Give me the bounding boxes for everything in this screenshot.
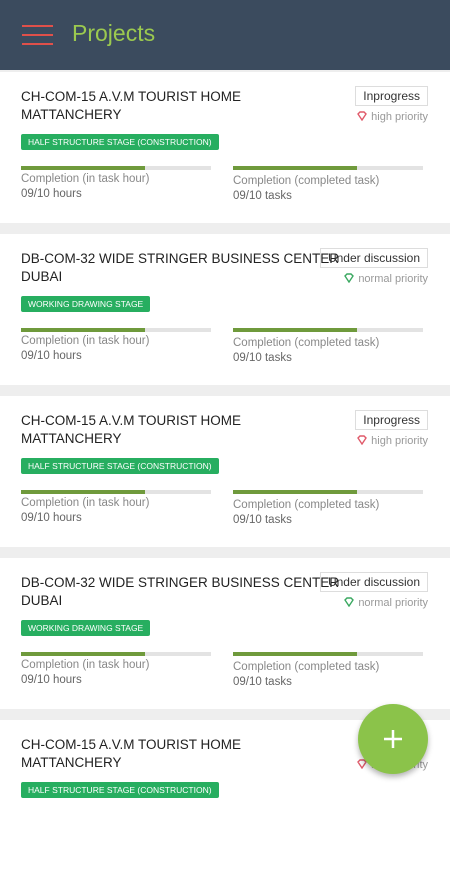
menu-line: [22, 25, 53, 27]
plus-icon: [384, 730, 402, 748]
progress-label: Completion (completed task): [233, 661, 380, 673]
stage-badge: WORKING DRAWING STAGE: [21, 296, 151, 312]
progress-value: 09/10 tasks: [233, 514, 292, 526]
progress-label: Completion (in task hour): [21, 659, 150, 671]
status-badge: Under discussion: [319, 248, 428, 268]
progress-fill: [21, 328, 145, 332]
stage-badge: HALF STRUCTURE STAGE (CONSTRUCTION): [21, 782, 219, 798]
menu-line: [22, 34, 53, 36]
progress-value: 09/10 tasks: [233, 676, 292, 688]
page-title: Projects: [72, 20, 156, 46]
progress-track: [21, 652, 211, 656]
project-title: DUBAI: [21, 269, 63, 284]
priority-icon: [357, 435, 368, 446]
progress-fill: [21, 166, 145, 170]
progress-track: [233, 328, 423, 332]
progress-label: Completion (completed task): [233, 337, 380, 349]
project-title: MATTANCHERY: [21, 107, 122, 122]
project-card[interactable]: CH-COM-15 A.V.M TOURIST HOME MATTANCHERY I…: [0, 72, 450, 223]
project-title: CH-COM-15 A.V.M TOURIST HOME: [21, 89, 242, 104]
priority: normal priority: [344, 273, 428, 285]
progress-fill: [233, 652, 357, 656]
menu-line: [22, 43, 53, 45]
project-title: MATTANCHERY: [21, 755, 122, 770]
app-bar: Projects: [0, 0, 450, 70]
progress-label: Completion (in task hour): [21, 335, 150, 347]
progress-fill: [233, 166, 357, 170]
status-badge: Inprogress: [355, 86, 428, 106]
status-badge: Inprogress: [355, 410, 428, 430]
project-title: DB-COM-32 WIDE STRINGER BUSINESS CENTER: [21, 251, 340, 266]
priority-text: normal priority: [358, 597, 428, 609]
progress-track: [21, 328, 211, 332]
progress-label: Completion (completed task): [233, 175, 380, 187]
progress-value: 09/10 tasks: [233, 352, 292, 364]
progress-value: 09/10 hours: [21, 350, 82, 362]
project-title: MATTANCHERY: [21, 431, 122, 446]
stage-badge: HALF STRUCTURE STAGE (CONSTRUCTION): [21, 134, 219, 150]
progress-track: [233, 652, 423, 656]
project-title: CH-COM-15 A.V.M TOURIST HOME: [21, 737, 242, 752]
progress-value: 09/10 hours: [21, 512, 82, 524]
status-badge: Under discussion: [319, 572, 428, 592]
progress-track: [233, 490, 423, 494]
project-card[interactable]: CH-COM-15 A.V.M TOURIST HOME MATTANCHERY I…: [0, 396, 450, 547]
add-button[interactable]: [358, 704, 428, 774]
project-card[interactable]: DB-COM-32 WIDE STRINGER BUSINESS CENTER D…: [0, 558, 450, 709]
progress-track: [21, 490, 211, 494]
project-title: DUBAI: [21, 593, 63, 608]
priority-text: normal priority: [358, 273, 428, 285]
stage-badge: WORKING DRAWING STAGE: [21, 620, 151, 636]
progress-track: [21, 166, 211, 170]
priority-icon: [344, 273, 355, 284]
progress-value: 09/10 hours: [21, 674, 82, 686]
project-card[interactable]: DB-COM-32 WIDE STRINGER BUSINESS CENTER D…: [0, 234, 450, 385]
project-title: CH-COM-15 A.V.M TOURIST HOME: [21, 413, 242, 428]
priority: normal priority: [344, 597, 428, 609]
priority-text: high priority: [371, 111, 428, 123]
progress-value: 09/10 tasks: [233, 190, 292, 202]
progress-fill: [233, 328, 357, 332]
progress-fill: [21, 652, 145, 656]
progress-value: 09/10 hours: [21, 188, 82, 200]
progress-track: [233, 166, 423, 170]
progress-fill: [233, 490, 357, 494]
priority: high priority: [357, 111, 428, 123]
priority-icon: [344, 597, 355, 608]
progress-label: Completion (in task hour): [21, 497, 150, 509]
progress-label: Completion (in task hour): [21, 173, 150, 185]
stage-badge: HALF STRUCTURE STAGE (CONSTRUCTION): [21, 458, 219, 474]
priority-text: high priority: [371, 435, 428, 447]
project-title: DB-COM-32 WIDE STRINGER BUSINESS CENTER: [21, 575, 340, 590]
progress-fill: [21, 490, 145, 494]
priority: high priority: [357, 435, 428, 447]
priority-icon: [357, 111, 368, 122]
progress-label: Completion (completed task): [233, 499, 380, 511]
